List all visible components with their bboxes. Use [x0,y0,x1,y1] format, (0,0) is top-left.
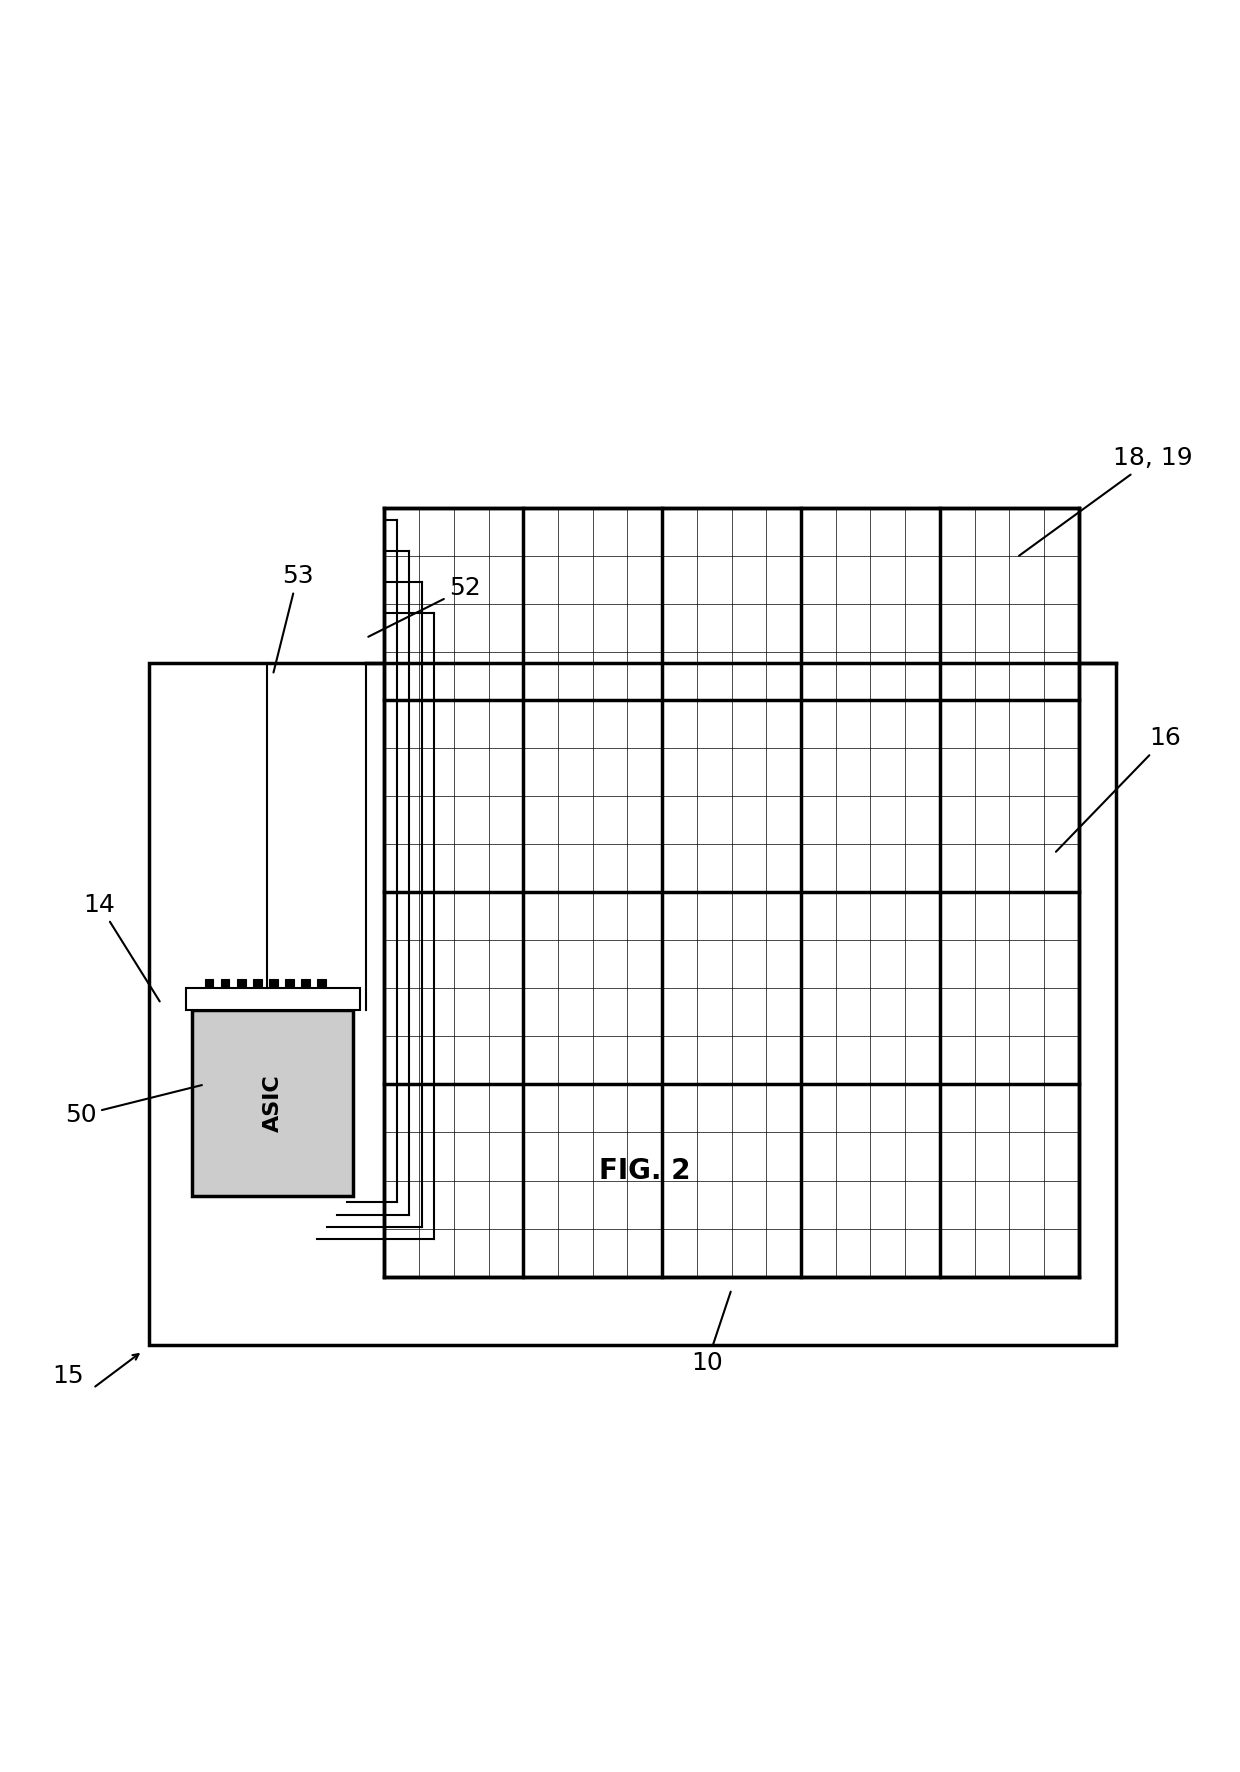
Text: 14: 14 [83,893,160,1001]
Bar [301,978,310,1010]
Bar [221,978,229,1010]
Text: FIG. 2: FIG. 2 [599,1157,691,1185]
Bar [253,978,262,1010]
Bar [192,1010,353,1196]
Text: ASIC: ASIC [263,1074,283,1132]
Bar [237,978,246,1010]
Text: 15: 15 [52,1364,84,1387]
Text: 50: 50 [64,1084,202,1127]
Text: 52: 52 [368,576,481,636]
Bar [384,509,1079,1276]
Bar [269,978,278,1010]
Bar [186,987,360,1010]
Text: 10: 10 [691,1292,730,1375]
Bar [205,978,213,1010]
Text: 18, 19: 18, 19 [1019,447,1193,556]
Text: 16: 16 [1056,727,1182,852]
Text: 53: 53 [274,563,314,673]
Bar [149,663,1116,1345]
Bar [317,978,326,1010]
Bar [285,978,294,1010]
